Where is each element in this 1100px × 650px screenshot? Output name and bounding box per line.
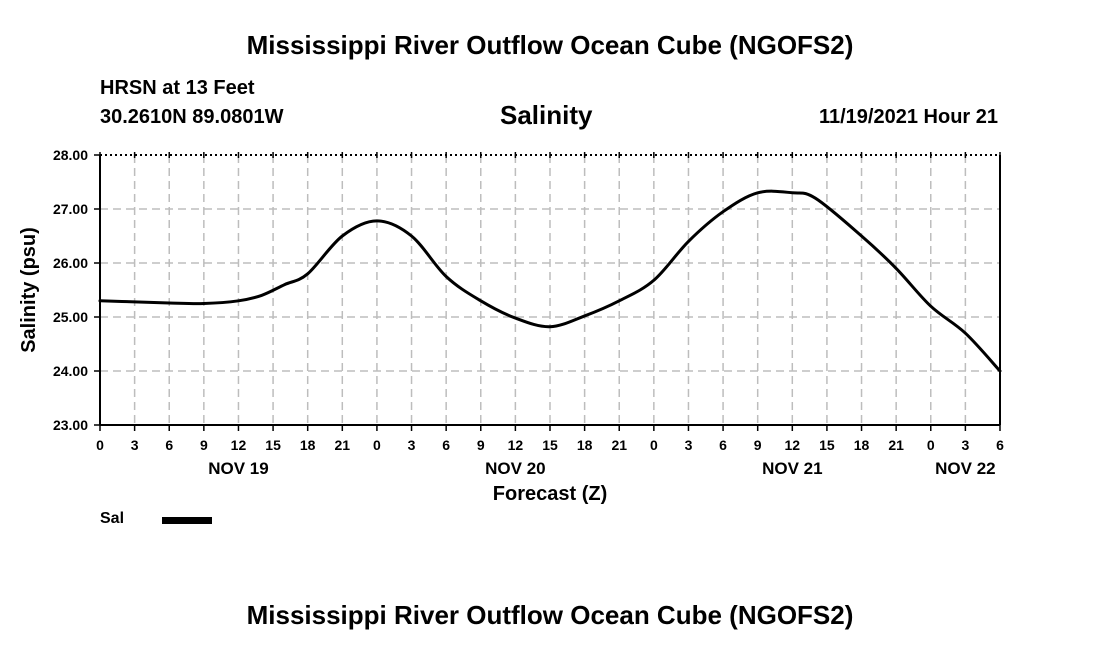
x-tick-label: 0 <box>96 437 104 453</box>
day-label: NOV 22 <box>935 459 995 478</box>
x-tick-label: 12 <box>785 437 801 453</box>
x-tick-label: 9 <box>754 437 762 453</box>
x-tick-label: 3 <box>131 437 139 453</box>
x-axis-title: Forecast (Z) <box>493 483 607 505</box>
x-tick-label: 12 <box>508 437 524 453</box>
x-tick-label: 21 <box>335 437 351 453</box>
series-line-sal <box>98 189 1002 373</box>
y-tick-label: 28.00 <box>53 147 88 163</box>
x-tick-label: 15 <box>265 437 281 453</box>
x-tick-label: 6 <box>996 437 1004 453</box>
day-label: NOV 19 <box>208 459 268 478</box>
x-tick-label: 18 <box>300 437 316 453</box>
x-tick-label: 0 <box>373 437 381 453</box>
x-tick-label: 9 <box>477 437 485 453</box>
y-axis-title: Salinity (psu) <box>18 227 40 353</box>
day-label: NOV 20 <box>485 459 545 478</box>
forecast-datetime: 11/19/2021 Hour 21 <box>818 106 998 128</box>
y-tick-label: 27.00 <box>53 201 88 217</box>
x-tick-label: 3 <box>408 437 416 453</box>
x-tick-label: 0 <box>650 437 658 453</box>
x-tick-label: 9 <box>200 437 208 453</box>
x-tick-label: 18 <box>854 437 870 453</box>
chart-main-title-repeat: Mississippi River Outflow Ocean Cube (NG… <box>246 600 854 630</box>
x-tick-label: 18 <box>577 437 593 453</box>
y-tick-label: 25.00 <box>53 309 88 325</box>
x-tick-label: 6 <box>165 437 173 453</box>
x-tick-label: 3 <box>685 437 693 453</box>
day-label: NOV 21 <box>762 459 822 478</box>
x-tick-label: 0 <box>927 437 935 453</box>
legend-swatch <box>162 517 212 524</box>
x-tick-label: 3 <box>961 437 969 453</box>
x-tick-label: 21 <box>611 437 627 453</box>
x-tick-label: 15 <box>819 437 835 453</box>
legend-label: Sal <box>100 510 125 527</box>
y-tick-label: 23.00 <box>53 417 88 433</box>
x-tick-label: 6 <box>442 437 450 453</box>
x-tick-label: 12 <box>231 437 247 453</box>
x-tick-label: 21 <box>888 437 904 453</box>
station-coordinates: 30.2610N 89.0801W <box>100 106 284 128</box>
chart-main-title: Mississippi River Outflow Ocean Cube (NG… <box>246 30 854 60</box>
plot-title: Salinity <box>500 100 593 130</box>
y-tick-label: 24.00 <box>53 363 88 379</box>
x-tick-label: 15 <box>542 437 558 453</box>
station-label: HRSN at 13 Feet <box>100 77 255 99</box>
x-tick-label: 6 <box>719 437 727 453</box>
y-tick-label: 26.00 <box>53 255 88 271</box>
